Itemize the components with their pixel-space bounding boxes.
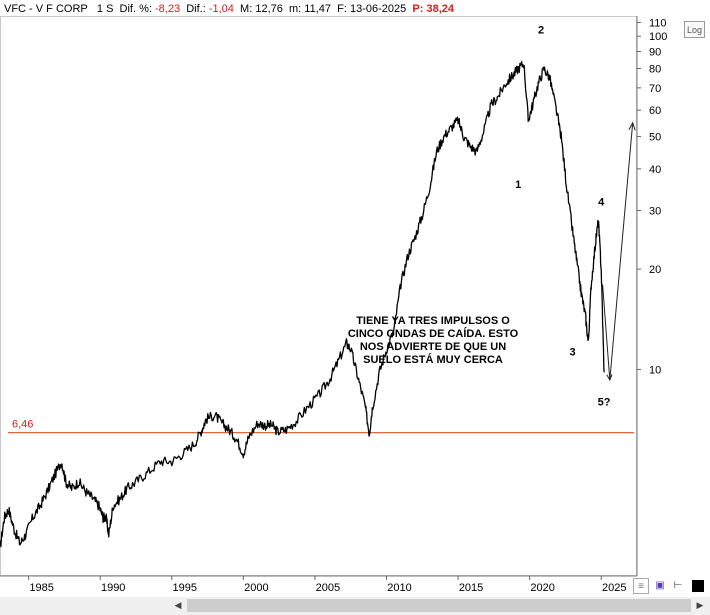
y-tick-label: 70 — [649, 83, 661, 95]
annotation-line: TIENE YA TRES IMPULSOS O — [356, 315, 510, 327]
scroll-right-arrow-icon[interactable]: ▶ — [696, 600, 704, 610]
projection-down-arrowhead — [606, 374, 613, 382]
p-value: 38,24 — [426, 3, 454, 15]
y-tick-label: 20 — [649, 264, 661, 276]
date-label: F: — [337, 3, 347, 15]
chart-header: VFC - V F CORP 1 S Dif. %: -8,23 Dif.: -… — [0, 0, 644, 18]
y-axis: 110 100 90 80 70 60 50 40 30 20 10 — [637, 17, 667, 376]
dif-pct-label: Dif. %: — [119, 3, 152, 15]
date-value: 13-06-2025 — [349, 3, 407, 15]
x-tick-label: 2015 — [459, 582, 483, 594]
max-label: M: — [240, 3, 253, 15]
x-tick-label: 1990 — [101, 582, 125, 594]
support-line-group: 6,46 — [8, 419, 634, 434]
x-tick-label: 1995 — [173, 582, 197, 594]
y-tick-label: 50 — [649, 132, 661, 144]
wave-label: 4 — [598, 197, 605, 209]
y-tick-label: 90 — [649, 46, 661, 58]
plot-area — [0, 16, 637, 576]
x-tick-label: 2005 — [316, 582, 340, 594]
annotation-line: SUELO ESTÁ MUY CERCA — [363, 354, 503, 366]
p-label: P: — [412, 3, 424, 15]
dif-pct-value: -8,23 — [155, 3, 181, 15]
y-tick-label: 10 — [649, 364, 661, 376]
x-tick-label: 2020 — [530, 582, 554, 594]
projection-line — [602, 122, 634, 381]
wave-label: 3 — [570, 347, 576, 359]
x-axis: 1985 1990 1995 2000 2005 2010 2015 2020 2025 — [28, 576, 626, 594]
color-picker-icon[interactable] — [690, 578, 706, 594]
y-tick-label: 110 — [649, 17, 667, 29]
scroll-left-arrow-icon[interactable]: ◀ — [174, 600, 182, 610]
dock-icon[interactable]: ⊢ — [673, 580, 683, 591]
y-tick-label: 60 — [649, 105, 661, 117]
dif-value: -1,04 — [208, 3, 234, 15]
min-value: 11,47 — [304, 3, 332, 15]
log-scale-button[interactable]: Log — [684, 21, 705, 38]
horizontal-scrollbar-thumb[interactable] — [187, 599, 691, 612]
wave-labels: 1 2 3 4 5? — [515, 24, 611, 408]
wave-label: 2 — [538, 24, 544, 36]
y-tick-label: 40 — [649, 164, 661, 176]
x-tick-label: 2010 — [387, 582, 411, 594]
max-value: 12,76 — [255, 3, 283, 15]
projection-arrowhead — [628, 121, 636, 131]
price-line — [0, 60, 605, 548]
x-tick-label: 1985 — [29, 582, 53, 594]
dif-label: Dif.: — [186, 3, 206, 15]
annotation-line: NOS ADVIERTE DE QUE UN — [359, 341, 507, 353]
y-tick-label: 80 — [649, 64, 661, 76]
support-line-label: 6,46 — [12, 419, 33, 431]
ticker-label: VFC - V F CORP — [4, 3, 88, 15]
pin-icon[interactable]: ≡ — [633, 578, 649, 594]
projection-group — [602, 121, 636, 382]
x-tick-label: 2000 — [244, 582, 268, 594]
period-label: 1 S — [96, 3, 114, 15]
wave-label: 1 — [515, 179, 521, 191]
y-tick-label: 100 — [649, 31, 667, 43]
min-label: m: — [289, 3, 302, 15]
save-icon[interactable]: ▣ — [655, 580, 665, 591]
annotation-note: TIENE YA TRES IMPULSOS O CINCO ONDAS DE … — [328, 315, 538, 367]
price-series — [0, 60, 605, 548]
annotation-line: CINCO ONDAS DE CAÍDA. ESTO — [347, 328, 519, 340]
y-tick-label: 30 — [649, 205, 661, 217]
wave-label: 5? — [598, 396, 611, 408]
x-tick-label: 2025 — [602, 582, 626, 594]
